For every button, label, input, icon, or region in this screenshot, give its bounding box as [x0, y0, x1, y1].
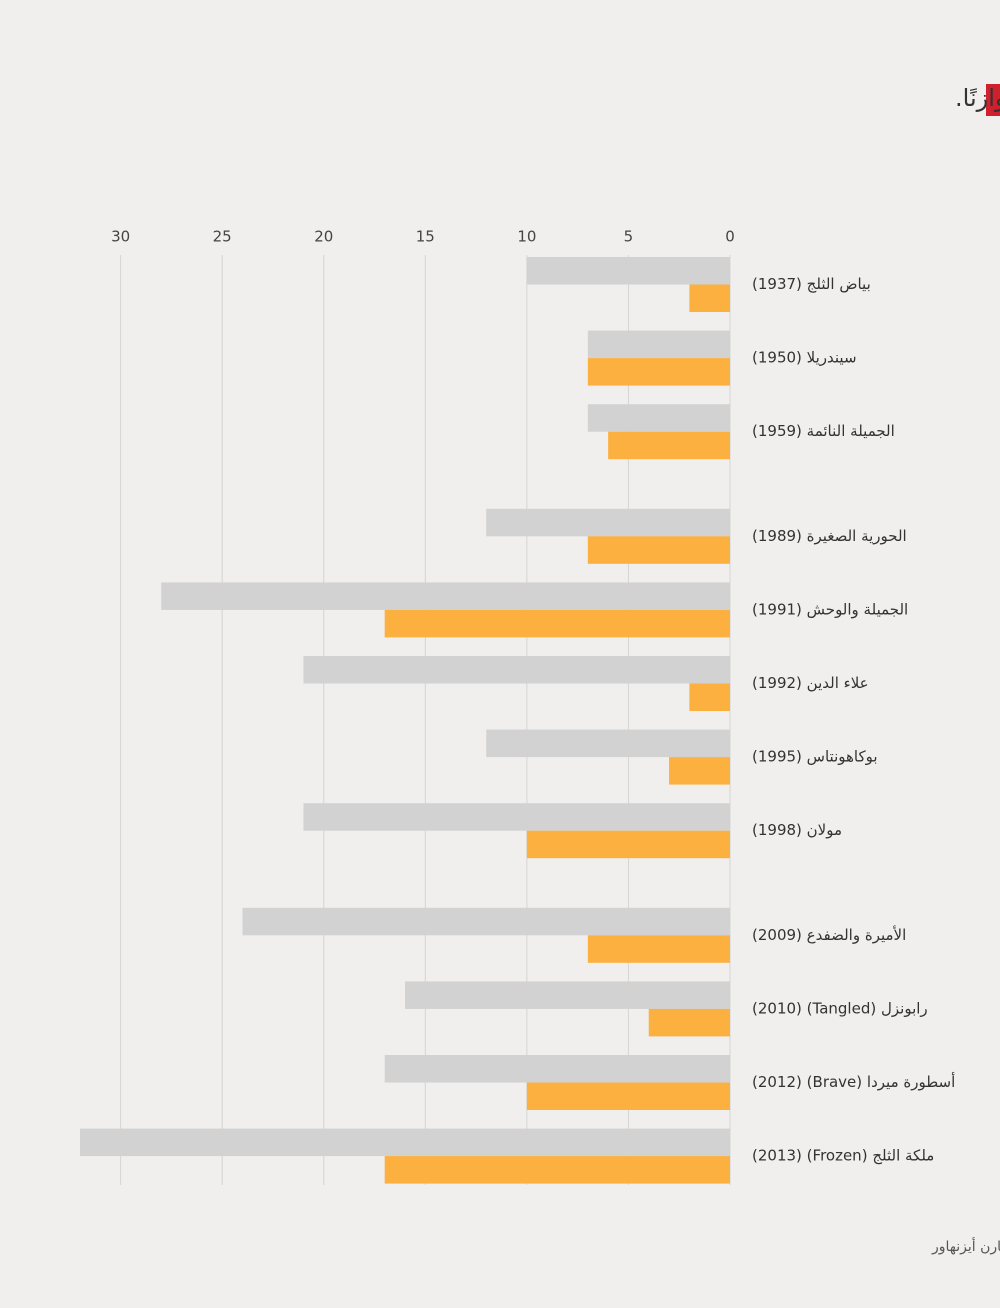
bar	[384, 1156, 730, 1184]
category-label: مولان (1998)	[752, 821, 842, 839]
bar	[648, 1008, 730, 1037]
x-tick-label: 15	[416, 228, 435, 246]
bar	[587, 536, 730, 564]
category-label: الأميرة والضفدع (2009)	[752, 925, 906, 944]
category-label: سيندريلا (1950)	[752, 349, 857, 367]
x-tick-label: 10	[517, 228, 536, 246]
bar	[669, 757, 730, 785]
category-label: أسطورة ميردا (Brave) (2012)	[752, 1072, 955, 1091]
bar	[587, 404, 730, 432]
bar	[486, 508, 730, 537]
title-marker	[986, 84, 1000, 116]
bar	[405, 981, 730, 1009]
x-tick-label: 0	[725, 228, 735, 246]
category-label: الجميلة النائمة (1959)	[752, 422, 895, 440]
bar	[526, 830, 730, 859]
bar	[161, 582, 730, 610]
bar	[608, 431, 730, 460]
x-tick-label: 25	[213, 228, 232, 246]
source: المصدر: كارمن فوت وكارن أيزنهاور	[931, 1237, 1000, 1255]
category-label: بياض الثلج (1937)	[752, 275, 871, 293]
category-label: الجميلة والوحش (1991)	[752, 600, 908, 618]
category-label: علاء الدين (1992)	[752, 674, 869, 692]
bar	[689, 683, 730, 711]
x-tick-label: 30	[111, 228, 130, 246]
bar	[689, 284, 730, 312]
category-label: ملكة الثلج (Frozen) (2013)	[752, 1147, 934, 1165]
bar	[242, 907, 730, 936]
category-label: الحورية الصغيرة (1989)	[752, 527, 907, 545]
chart-title: أفلام أميرات ديزني الجديدة تحتوي على شخص…	[955, 82, 1000, 112]
bar	[587, 330, 730, 359]
bar	[587, 358, 730, 386]
bar	[384, 609, 730, 638]
bar	[80, 1128, 730, 1157]
bar	[486, 729, 730, 758]
bar	[526, 257, 730, 285]
x-tick-label: 20	[314, 228, 333, 246]
bar	[587, 935, 730, 963]
bar	[303, 656, 730, 684]
category-label: بوكاهونتاس (1995)	[752, 748, 878, 766]
bar	[303, 803, 730, 831]
x-tick-label: 5	[624, 228, 634, 246]
bar	[526, 1082, 730, 1110]
bar	[384, 1055, 730, 1083]
category-label: رابونزل (Tangled) (2010)	[752, 999, 928, 1017]
